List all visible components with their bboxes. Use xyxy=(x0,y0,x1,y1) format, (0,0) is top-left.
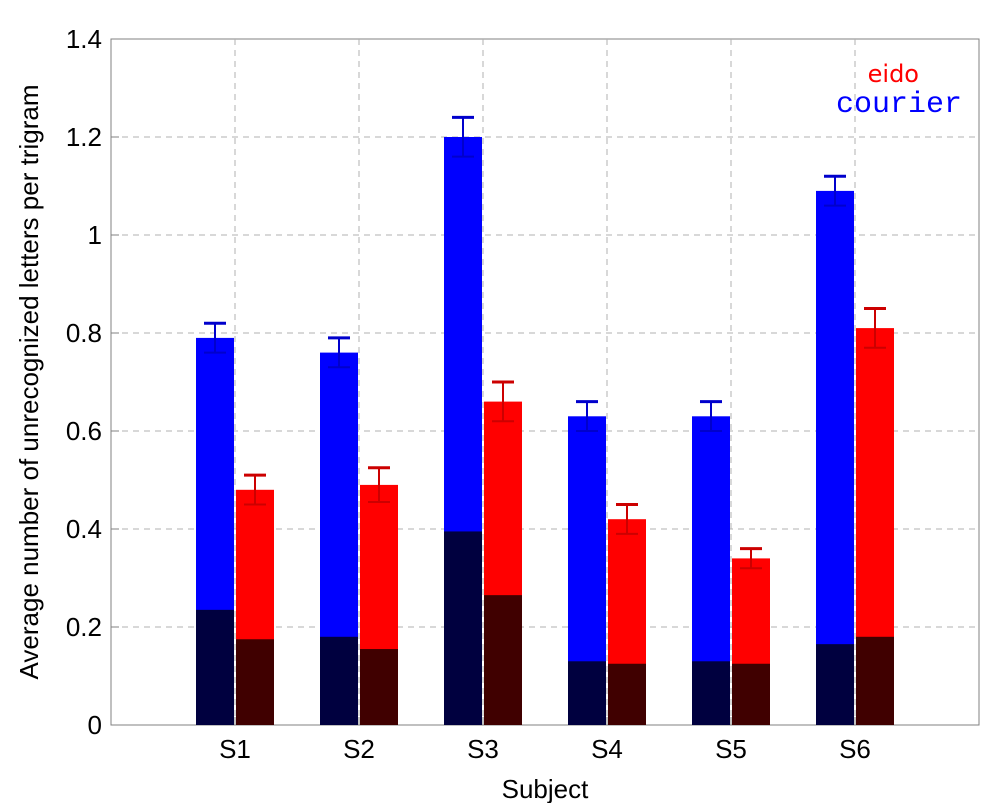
y-tick-label: 0.4 xyxy=(66,514,102,544)
bar-segment-eido-dark xyxy=(236,639,274,725)
x-tick-label: S1 xyxy=(219,734,251,764)
bar-segment-courier-dark xyxy=(320,636,358,725)
bar-segment-courier-dark xyxy=(568,661,606,725)
x-tick-label: S6 xyxy=(839,734,871,764)
y-tick-label: 0 xyxy=(88,710,102,740)
y-tick-label: 1.4 xyxy=(66,24,102,54)
bar-segment-eido-dark xyxy=(732,663,770,725)
error-bars xyxy=(204,115,886,570)
bar-segment-courier-dark xyxy=(816,644,854,725)
bar-courier xyxy=(816,190,854,725)
bar-segment-eido-dark xyxy=(856,636,894,725)
bar-segment-eido-dark xyxy=(608,663,646,725)
bar-segment-eido-dark xyxy=(360,649,398,725)
bars xyxy=(196,137,894,725)
y-tick-label: 1 xyxy=(88,220,102,250)
legend-entry-courier: courier xyxy=(836,88,962,122)
x-tick-label: S5 xyxy=(715,734,747,764)
x-tick-label: S2 xyxy=(343,734,375,764)
y-tick-label: 0.2 xyxy=(66,612,102,642)
y-axis-ticks: 0 0.2 0.4 0.6 0.8 1 1.2 1.4 xyxy=(66,24,119,740)
x-tick-label: S3 xyxy=(467,734,499,764)
bar-segment-courier-dark xyxy=(196,609,234,725)
x-tick-label: S4 xyxy=(591,734,623,764)
legend-entry-eido: eido xyxy=(868,60,919,88)
y-tick-label: 0.6 xyxy=(66,416,102,446)
bar-segment-eido-dark xyxy=(484,595,522,725)
y-tick-label: 0.8 xyxy=(66,318,102,348)
x-axis-ticks: S1 S2 S3 S4 S5 S6 xyxy=(219,717,871,764)
y-tick-label: 1.2 xyxy=(66,122,102,152)
bar-segment-courier-dark xyxy=(444,531,482,725)
y-axis-title: Average number of unrecognized letters p… xyxy=(14,85,44,680)
bar-segment-courier-dark xyxy=(692,661,730,725)
x-axis-title: Subject xyxy=(502,774,589,803)
